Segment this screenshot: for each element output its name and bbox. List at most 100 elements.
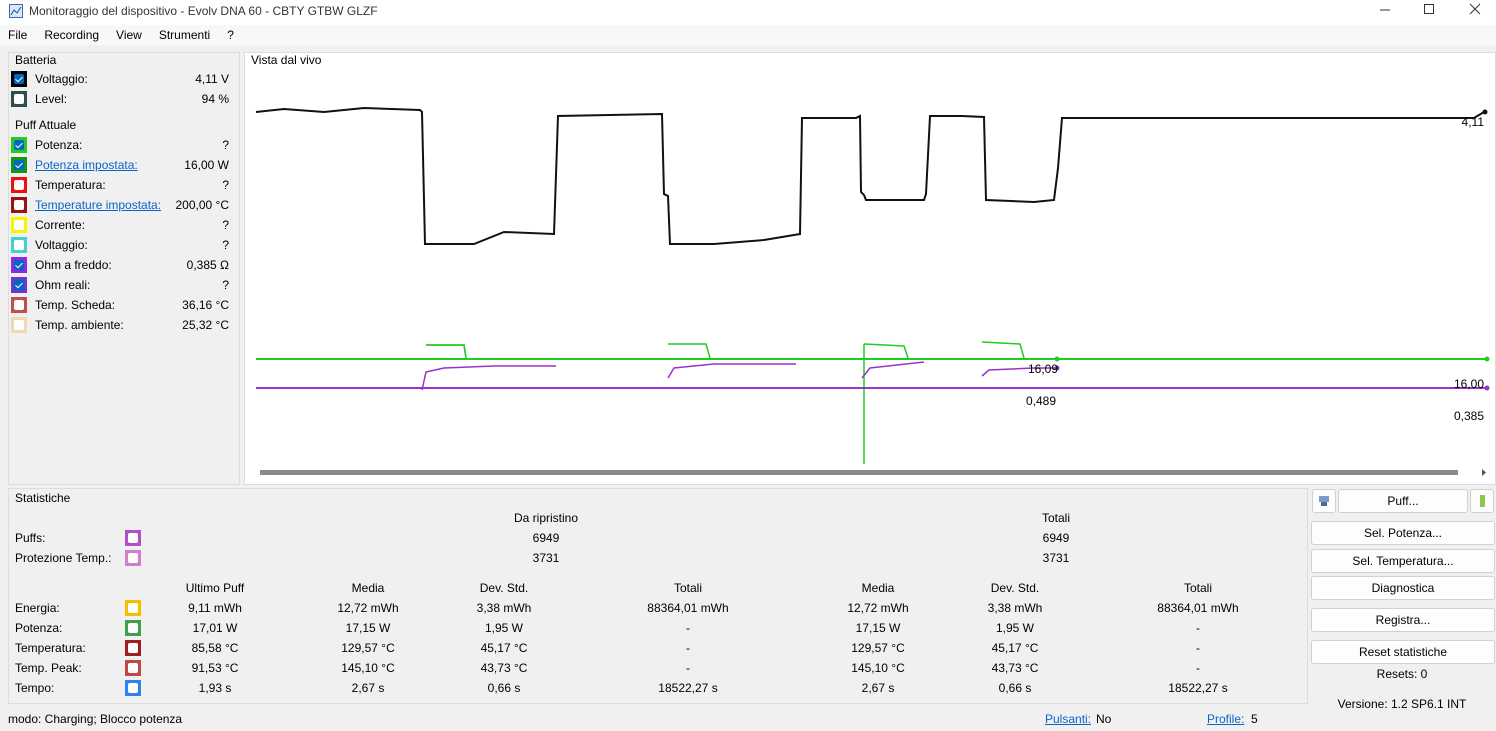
- button[interactable]: Puff...: [1338, 489, 1468, 513]
- cell: 12,72 mWh: [337, 601, 399, 615]
- cell: 18522,27 s: [1168, 681, 1228, 695]
- cell: 3,38 mWh: [987, 601, 1043, 615]
- cell: 88364,01 mWh: [1157, 601, 1239, 615]
- cell: 45,17 °C: [480, 641, 528, 655]
- button[interactable]: Diagnostica: [1311, 576, 1495, 600]
- status-value: No: [1096, 712, 1112, 726]
- cell: 17,01 W: [192, 621, 238, 635]
- row-label: Tempo:: [15, 681, 55, 695]
- field-value: 200,00 °C: [175, 198, 229, 212]
- title-bar: [0, 0, 1496, 25]
- stats-title: Statistiche: [15, 491, 71, 505]
- button[interactable]: Sel. Temperatura...: [1311, 549, 1495, 573]
- icon-button[interactable]: [1470, 489, 1494, 513]
- status-value: 5: [1251, 712, 1258, 726]
- cell: 1,93 s: [198, 681, 232, 695]
- button[interactable]: Reset statistiche: [1311, 640, 1495, 664]
- status-mode: modo: Charging; Blocco potenza: [8, 712, 183, 726]
- version-label: Versione: 1.2 SP6.1 INT: [1337, 697, 1467, 711]
- field-label: Ohm reali:: [35, 278, 91, 292]
- link[interactable]: Pulsanti:: [1045, 712, 1092, 726]
- menu-item[interactable]: Strumenti: [158, 28, 211, 42]
- menu-item[interactable]: File: [8, 28, 28, 42]
- row-label: Protezione Temp.:: [15, 551, 112, 565]
- live-title: Vista dal vivo: [251, 53, 322, 67]
- cell: 129,57 °C: [341, 641, 395, 655]
- cell: 1,95 W: [484, 621, 524, 635]
- field-value: ?: [222, 278, 229, 292]
- checkbox[interactable]: [11, 137, 27, 153]
- icon-button[interactable]: [1312, 489, 1336, 513]
- column-header: Media: [351, 581, 385, 595]
- cell: 129,57 °C: [851, 641, 905, 655]
- checkbox[interactable]: [11, 297, 27, 313]
- checkbox[interactable]: [125, 680, 141, 696]
- link[interactable]: Profile:: [1207, 712, 1245, 726]
- field-label: Temp. ambiente:: [35, 318, 124, 332]
- button[interactable]: Sel. Potenza...: [1311, 521, 1495, 545]
- live-panel: [244, 52, 1496, 485]
- menu-item[interactable]: View: [116, 28, 142, 42]
- checkbox[interactable]: [125, 640, 141, 656]
- row-label: Potenza:: [15, 621, 63, 635]
- row-label: Temperatura:: [15, 641, 86, 655]
- checkbox[interactable]: [11, 197, 27, 213]
- column-header: Totali: [1041, 511, 1071, 525]
- checkbox[interactable]: [125, 660, 141, 676]
- menu-item[interactable]: ?: [227, 28, 234, 42]
- row-label: Temp. Peak:: [15, 661, 82, 675]
- cell: 43,73 °C: [480, 661, 528, 675]
- scrollbar[interactable]: [260, 470, 1458, 475]
- app-icon: [9, 4, 23, 18]
- field-value: 25,32 °C: [182, 318, 229, 332]
- cell: 6949: [532, 531, 560, 545]
- value-label: 16,09: [1028, 362, 1058, 376]
- cell: -: [1196, 661, 1200, 675]
- button[interactable]: Registra...: [1311, 608, 1495, 632]
- link[interactable]: Potenza impostata:: [35, 158, 138, 172]
- field-value: ?: [222, 138, 229, 152]
- checkbox[interactable]: [11, 157, 27, 173]
- checkbox[interactable]: [11, 317, 27, 333]
- checkbox[interactable]: [11, 177, 27, 193]
- value-label: 4,11: [1462, 115, 1485, 129]
- checkbox[interactable]: [11, 91, 27, 107]
- field-label: Temperatura:: [35, 178, 106, 192]
- checkbox[interactable]: [11, 237, 27, 253]
- cell: 2,67 s: [351, 681, 385, 695]
- cell: 2,67 s: [861, 681, 895, 695]
- checkbox[interactable]: [11, 257, 27, 273]
- cell: 6949: [1042, 531, 1070, 545]
- cell: 43,73 °C: [991, 661, 1039, 675]
- column-header: Media: [861, 581, 895, 595]
- menu-item[interactable]: Recording: [44, 28, 100, 42]
- field-value: ?: [222, 178, 229, 192]
- column-header: Ultimo Puff: [185, 581, 245, 595]
- cell: -: [1196, 641, 1200, 655]
- checkbox[interactable]: [11, 217, 27, 233]
- window-controls[interactable]: [1360, 0, 1496, 25]
- row-label: Energia:: [15, 601, 60, 615]
- column-header: Totali: [1183, 581, 1213, 595]
- group-title: Puff Attuale: [15, 118, 77, 132]
- value-label: 0,489: [1026, 394, 1056, 408]
- field-value: 16,00 W: [184, 158, 229, 172]
- cell: -: [686, 661, 690, 675]
- value-label: 0,385: [1454, 409, 1484, 423]
- checkbox[interactable]: [125, 620, 141, 636]
- cell: 18522,27 s: [658, 681, 718, 695]
- checkbox[interactable]: [125, 550, 141, 566]
- cell: 0,66 s: [487, 681, 521, 695]
- field-value: ?: [222, 238, 229, 252]
- cell: 3,38 mWh: [476, 601, 532, 615]
- cell: 88364,01 mWh: [647, 601, 729, 615]
- cell: -: [686, 641, 690, 655]
- checkbox[interactable]: [125, 530, 141, 546]
- link[interactable]: Temperature impostata:: [35, 198, 162, 212]
- cell: 12,72 mWh: [847, 601, 909, 615]
- field-value: 94 %: [201, 92, 229, 106]
- checkbox[interactable]: [11, 277, 27, 293]
- checkbox[interactable]: [125, 600, 141, 616]
- cell: 1,95 W: [995, 621, 1035, 635]
- checkbox[interactable]: [11, 71, 27, 87]
